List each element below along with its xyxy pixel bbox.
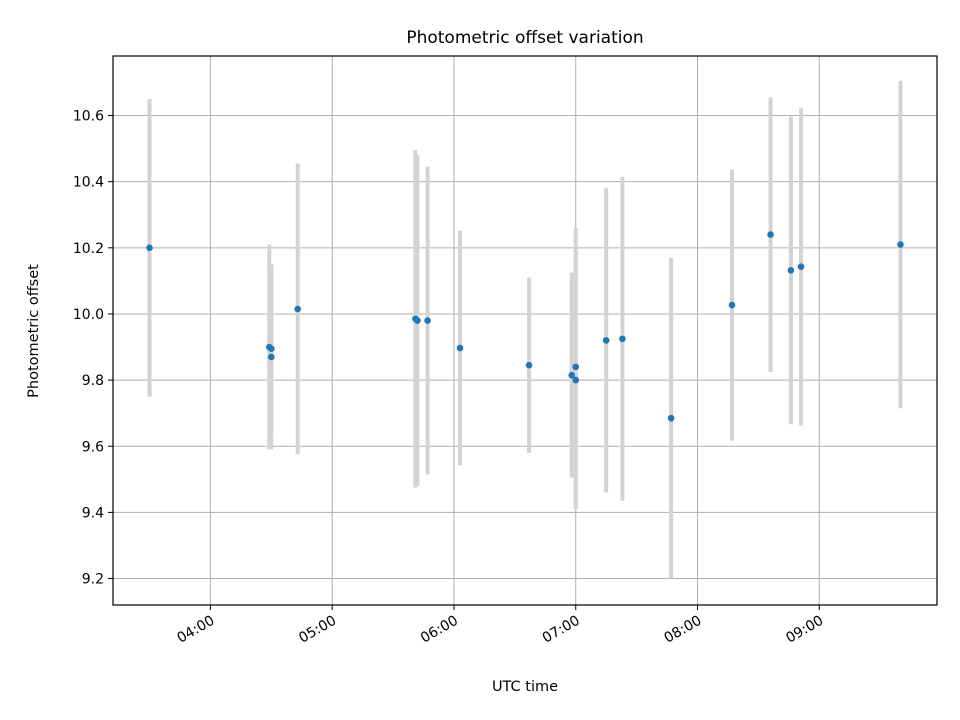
y-tick-label: 9.2 [82,572,104,588]
data-points [146,231,904,422]
x-tick-label: 04:00 [174,613,217,647]
chart-title: Photometric offset variation [406,28,643,48]
y-tick-label: 10.0 [73,307,104,323]
y-axis-label: Photometric offset [26,264,42,398]
y-tick-label: 10.2 [73,241,104,257]
y-tick-label: 10.4 [73,175,104,191]
x-tick-label: 09:00 [783,613,826,647]
x-tick-label: 06:00 [418,613,461,647]
data-point [797,263,805,270]
data-point [897,241,904,248]
data-point [572,363,580,371]
grid [113,56,937,605]
x-tick-label: 05:00 [296,613,339,647]
y-tick-label: 9.6 [82,439,104,455]
data-point [414,317,421,324]
data-point [619,335,626,343]
y-tick-label: 9.8 [82,373,104,389]
x-tick-label: 07:00 [540,613,583,647]
data-point [294,305,301,313]
data-point [767,231,774,238]
data-point [568,371,575,379]
x-axis-ticks: 04:00 05:00 06:00 07:00 08:00 09:00 [174,605,826,647]
y-tick-label: 9.4 [82,505,104,521]
data-point [728,301,736,309]
data-point [667,414,675,422]
data-point [602,337,610,344]
y-tick-label: 10.6 [73,109,104,125]
x-axis-label: UTC time [492,679,558,695]
data-point [456,344,464,352]
data-point [787,267,795,274]
data-point [572,376,580,384]
error-bars [147,80,903,579]
data-point [424,317,431,324]
data-point [268,345,275,352]
plot-frame [112,55,938,606]
data-point [146,244,153,252]
x-tick-label: 08:00 [662,613,705,647]
data-point [268,353,275,361]
data-point [525,361,533,369]
y-axis-ticks: 9.2 9.4 9.6 9.8 10.0 10.2 10.4 10.6 [73,109,113,588]
